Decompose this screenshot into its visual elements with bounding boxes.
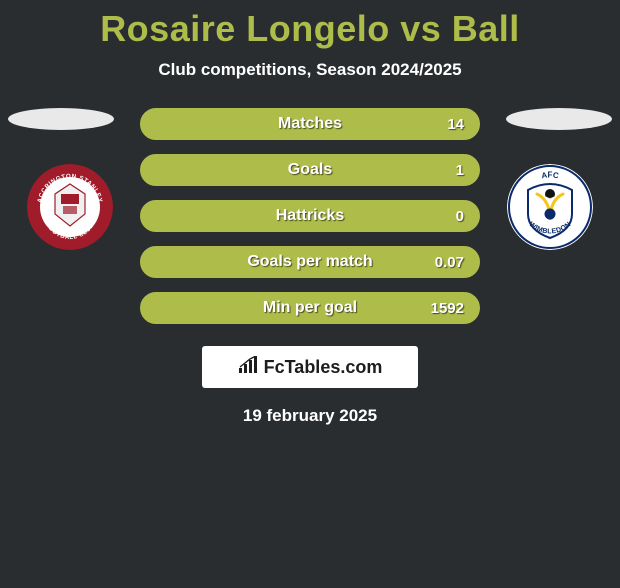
stat-value: 1592 [431, 300, 464, 317]
branding-text: FcTables.com [264, 357, 383, 378]
stats-list: Matches 14 Goals 1 Hattricks 0 Goals per… [140, 108, 480, 324]
stat-label: Hattricks [276, 207, 344, 225]
stat-value: 14 [447, 116, 464, 133]
stat-value: 0.07 [435, 254, 464, 271]
date-text: 19 february 2025 [0, 406, 620, 426]
wimbledon-crest-icon: AFC WIMBLEDON [507, 164, 593, 250]
branding-box: FcTables.com [202, 346, 418, 388]
stat-row-hattricks: Hattricks 0 [140, 200, 480, 232]
page-title: Rosaire Longelo vs Ball [0, 8, 620, 50]
stat-row-goals-per-match: Goals per match 0.07 [140, 246, 480, 278]
signal-icon [238, 356, 260, 379]
left-club-badge: ACCRINGTON STANLEY FOOTBALL CLUB [27, 164, 113, 250]
stat-row-min-per-goal: Min per goal 1592 [140, 292, 480, 324]
stat-row-matches: Matches 14 [140, 108, 480, 140]
stat-label: Min per goal [263, 299, 357, 317]
right-club-badge: AFC WIMBLEDON [507, 164, 593, 250]
stat-label: Goals per match [247, 253, 372, 271]
stat-value: 0 [456, 208, 464, 225]
svg-text:AFC: AFC [541, 170, 560, 180]
stat-label: Matches [278, 115, 342, 133]
comparison-content: ACCRINGTON STANLEY FOOTBALL CLUB AFC WIM… [0, 108, 620, 426]
stat-row-goals: Goals 1 [140, 154, 480, 186]
stat-value: 1 [456, 162, 464, 179]
accrington-crest-icon: ACCRINGTON STANLEY FOOTBALL CLUB [27, 164, 113, 250]
stat-label: Goals [288, 161, 332, 179]
right-ellipse [506, 108, 612, 130]
left-ellipse [8, 108, 114, 130]
subtitle: Club competitions, Season 2024/2025 [0, 60, 620, 80]
